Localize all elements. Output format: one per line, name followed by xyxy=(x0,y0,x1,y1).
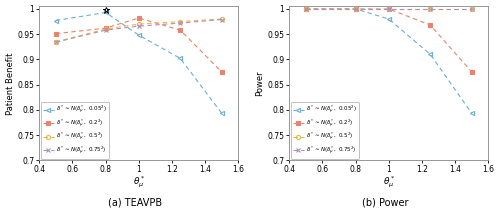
$\delta^*{\sim}N(\delta^*_{\mu},\ 0.2^2)$ xyxy=(102,27,108,29)
$\delta^*{\sim}N(\delta^*_{\mu},\ 0.5^2)$ xyxy=(53,41,59,43)
Line: $\delta^*{\sim}N(\delta^*_{\mu},\ 0.75^2)$: $\delta^*{\sim}N(\delta^*_{\mu},\ 0.75^2… xyxy=(304,7,474,11)
$\delta^*{\sim}N(\delta^*_{\mu},\ 0.5^2)$ xyxy=(102,28,108,30)
Legend: $\delta^*{\sim}N(\delta^*_{\mu},\ 0.05^2)$, $\delta^*{\sim}N(\delta^*_{\mu},\ 0.: $\delta^*{\sim}N(\delta^*_{\mu},\ 0.05^2… xyxy=(291,102,359,159)
$\delta^*{\sim}N(\delta^*_{\mu},\ 0.5^2)$ xyxy=(428,8,434,10)
Line: $\delta^*{\sim}N(\delta^*_{\mu},\ 0.5^2)$: $\delta^*{\sim}N(\delta^*_{\mu},\ 0.5^2)… xyxy=(304,7,474,11)
$\delta^*{\sim}N(\delta^*_{\mu},\ 0.75^2)$ xyxy=(102,29,108,31)
Y-axis label: Power: Power xyxy=(256,71,264,96)
$\delta^*{\sim}N(\delta^*_{\mu},\ 0.2^2)$ xyxy=(53,32,59,35)
Text: (b) Power: (b) Power xyxy=(362,198,408,208)
$\delta^*{\sim}N(\delta^*_{\mu},\ 0.5^2)$ xyxy=(352,8,358,10)
$\delta^*{\sim}N(\delta^*_{\mu},\ 0.5^2)$ xyxy=(178,20,184,23)
$\delta^*{\sim}N(\delta^*_{\mu},\ 0.75^2)$ xyxy=(53,41,59,43)
$\delta^*{\sim}N(\delta^*_{\mu},\ 0.2^2)$ xyxy=(428,24,434,26)
$\delta^*{\sim}N(\delta^*_{\mu},\ 0.5^2)$ xyxy=(469,8,475,10)
$\delta^*{\sim}N(\delta^*_{\mu},\ 0.2^2)$ xyxy=(386,8,392,10)
Legend: $\delta^*{\sim}N(\delta^*_{\mu},\ 0.05^2)$, $\delta^*{\sim}N(\delta^*_{\mu},\ 0.: $\delta^*{\sim}N(\delta^*_{\mu},\ 0.05^2… xyxy=(41,102,109,159)
$\delta^*{\sim}N(\delta^*_{\mu},\ 0.75^2)$ xyxy=(352,8,358,10)
$\delta^*{\sim}N(\delta^*_{\mu},\ 0.75^2)$ xyxy=(136,25,142,27)
$\delta^*{\sim}N(\delta^*_{\mu},\ 0.75^2)$ xyxy=(386,8,392,10)
$\delta^*{\sim}N(\delta^*_{\mu},\ 0.05^2)$ xyxy=(53,19,59,22)
Line: $\delta^*{\sim}N(\delta^*_{\mu},\ 0.75^2)$: $\delta^*{\sim}N(\delta^*_{\mu},\ 0.75^2… xyxy=(54,17,224,44)
$\delta^*{\sim}N(\delta^*_{\mu},\ 0.5^2)$ xyxy=(386,8,392,10)
Line: $\delta^*{\sim}N(\delta^*_{\mu},\ 0.05^2)$: $\delta^*{\sim}N(\delta^*_{\mu},\ 0.05^2… xyxy=(54,10,224,116)
$\delta^*{\sim}N(\delta^*_{\mu},\ 0.75^2)$ xyxy=(469,8,475,10)
$\delta^*{\sim}N(\delta^*_{\mu},\ 0.2^2)$ xyxy=(469,71,475,73)
$\delta^*{\sim}N(\delta^*_{\mu},\ 0.05^2)$ xyxy=(303,8,309,10)
Line: $\delta^*{\sim}N(\delta^*_{\mu},\ 0.2^2)$: $\delta^*{\sim}N(\delta^*_{\mu},\ 0.2^2)… xyxy=(304,7,474,74)
$\delta^*{\sim}N(\delta^*_{\mu},\ 0.05^2)$ xyxy=(352,8,358,10)
$\delta^*{\sim}N(\delta^*_{\mu},\ 0.2^2)$ xyxy=(219,71,225,73)
$\delta^*{\sim}N(\delta^*_{\mu},\ 0.05^2)$ xyxy=(219,112,225,115)
$\delta^*{\sim}N(\delta^*_{\mu},\ 0.2^2)$ xyxy=(303,8,309,10)
X-axis label: $\theta^*_{\mu}$: $\theta^*_{\mu}$ xyxy=(132,174,145,190)
$\delta^*{\sim}N(\delta^*_{\mu},\ 0.05^2)$ xyxy=(178,57,184,60)
Line: $\delta^*{\sim}N(\delta^*_{\mu},\ 0.5^2)$: $\delta^*{\sim}N(\delta^*_{\mu},\ 0.5^2)… xyxy=(54,17,224,44)
$\delta^*{\sim}N(\delta^*_{\mu},\ 0.5^2)$ xyxy=(219,18,225,20)
$\delta^*{\sim}N(\delta^*_{\mu},\ 0.5^2)$ xyxy=(303,8,309,10)
$\delta^*{\sim}N(\delta^*_{\mu},\ 0.75^2)$ xyxy=(219,18,225,21)
$\delta^*{\sim}N(\delta^*_{\mu},\ 0.05^2)$ xyxy=(386,18,392,20)
$\delta^*{\sim}N(\delta^*_{\mu},\ 0.2^2)$ xyxy=(178,29,184,31)
Line: $\delta^*{\sim}N(\delta^*_{\mu},\ 0.2^2)$: $\delta^*{\sim}N(\delta^*_{\mu},\ 0.2^2)… xyxy=(54,16,224,74)
$\delta^*{\sim}N(\delta^*_{\mu},\ 0.75^2)$ xyxy=(428,8,434,10)
$\delta^*{\sim}N(\delta^*_{\mu},\ 0.05^2)$ xyxy=(469,112,475,115)
X-axis label: $\theta^*_{\mu}$: $\theta^*_{\mu}$ xyxy=(382,174,395,190)
Line: $\delta^*{\sim}N(\delta^*_{\mu},\ 0.05^2)$: $\delta^*{\sim}N(\delta^*_{\mu},\ 0.05^2… xyxy=(304,7,474,116)
Text: (a) TEAVPB: (a) TEAVPB xyxy=(108,198,162,208)
$\delta^*{\sim}N(\delta^*_{\mu},\ 0.05^2)$ xyxy=(136,34,142,37)
$\delta^*{\sim}N(\delta^*_{\mu},\ 0.75^2)$ xyxy=(178,22,184,24)
$\delta^*{\sim}N(\delta^*_{\mu},\ 0.05^2)$ xyxy=(428,53,434,56)
$\delta^*{\sim}N(\delta^*_{\mu},\ 0.05^2)$ xyxy=(102,11,108,14)
$\delta^*{\sim}N(\delta^*_{\mu},\ 0.5^2)$ xyxy=(136,23,142,25)
$\delta^*{\sim}N(\delta^*_{\mu},\ 0.2^2)$ xyxy=(352,8,358,10)
Y-axis label: Patient Benefit: Patient Benefit xyxy=(6,52,15,115)
$\delta^*{\sim}N(\delta^*_{\mu},\ 0.2^2)$ xyxy=(136,17,142,19)
$\delta^*{\sim}N(\delta^*_{\mu},\ 0.75^2)$ xyxy=(303,8,309,10)
